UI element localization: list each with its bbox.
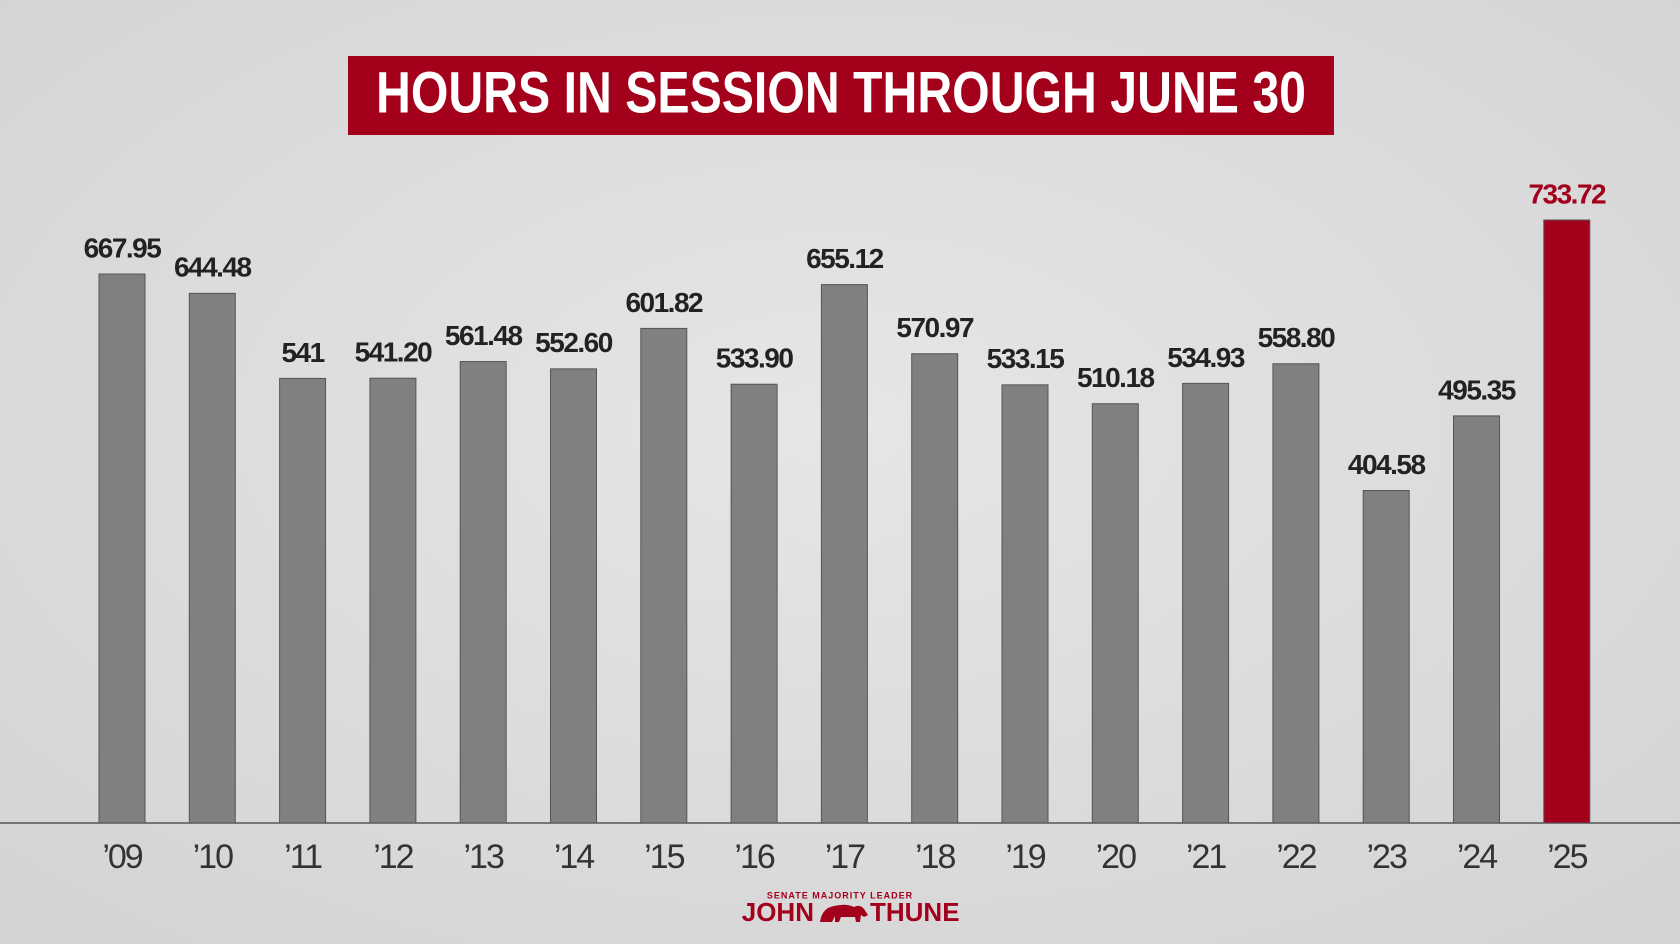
x-tick-label: ’17 xyxy=(825,838,865,876)
x-tick-label: ’11 xyxy=(284,838,322,876)
x-tick-label: ’21 xyxy=(1186,838,1226,876)
x-tick-label: ’19 xyxy=(1005,838,1045,876)
bar xyxy=(1182,382,1230,824)
chart-title: HOURS IN SESSION THROUGH JUNE 30 xyxy=(376,60,1306,125)
x-tick-label: ’13 xyxy=(464,838,504,876)
bar xyxy=(550,368,597,824)
bar xyxy=(1091,403,1139,824)
x-tick-label: ’25 xyxy=(1547,838,1587,876)
x-tick-label: ’09 xyxy=(102,838,142,876)
title-banner xyxy=(348,56,1334,135)
logo-first-name: JOHN xyxy=(742,897,814,927)
bar xyxy=(369,377,417,824)
bar xyxy=(1543,219,1591,824)
data-label: 533.15 xyxy=(987,343,1065,374)
bar xyxy=(279,377,327,824)
x-tick-label: ’24 xyxy=(1457,838,1497,876)
data-label: 601.82 xyxy=(625,287,703,318)
bar xyxy=(730,383,778,824)
data-label: 552.60 xyxy=(535,327,613,358)
data-label: 541.20 xyxy=(355,337,433,368)
x-tick-label: ’10 xyxy=(193,838,233,876)
logo-last-name: THUNE xyxy=(870,897,960,927)
data-label: 558.80 xyxy=(1258,322,1336,353)
bar xyxy=(188,292,236,824)
data-label: 541 xyxy=(281,337,324,368)
x-tick-label: ’18 xyxy=(915,838,955,876)
data-label: 667.95 xyxy=(84,232,162,263)
bar xyxy=(820,284,868,824)
data-label: 644.48 xyxy=(174,252,252,283)
data-label: 510.18 xyxy=(1077,362,1155,393)
bar xyxy=(98,273,146,824)
bar xyxy=(911,353,959,824)
bar xyxy=(640,327,688,824)
data-label: 495.35 xyxy=(1438,374,1516,405)
x-tick-label: ’12 xyxy=(373,838,413,876)
logo-bison xyxy=(820,904,868,922)
data-label: 733.72 xyxy=(1528,178,1606,209)
x-tick-label: ’14 xyxy=(554,838,594,876)
bar xyxy=(1362,490,1410,824)
logo-office: SENATE MAJORITY LEADER xyxy=(767,890,913,900)
x-tick-label: ’20 xyxy=(1096,838,1136,876)
bar xyxy=(1272,363,1320,824)
x-tick-label: ’16 xyxy=(734,838,774,876)
bars: 667.95 ’09 644.48 ’10 541 ’11 541.20 ’12 561.48 ’… xyxy=(84,178,1608,876)
x-tick-label: ’23 xyxy=(1367,838,1407,876)
x-tick-label: ’15 xyxy=(644,838,684,876)
data-label: 404.58 xyxy=(1348,449,1426,480)
bar xyxy=(1001,384,1049,824)
data-label: 533.90 xyxy=(716,343,794,374)
data-label: 561.48 xyxy=(445,320,523,351)
data-label: 570.97 xyxy=(896,312,974,343)
data-label: 534.93 xyxy=(1167,342,1245,373)
bar xyxy=(459,361,507,824)
data-label: 655.12 xyxy=(806,243,884,274)
x-tick-label: ’22 xyxy=(1276,838,1316,876)
bar xyxy=(1453,415,1500,824)
